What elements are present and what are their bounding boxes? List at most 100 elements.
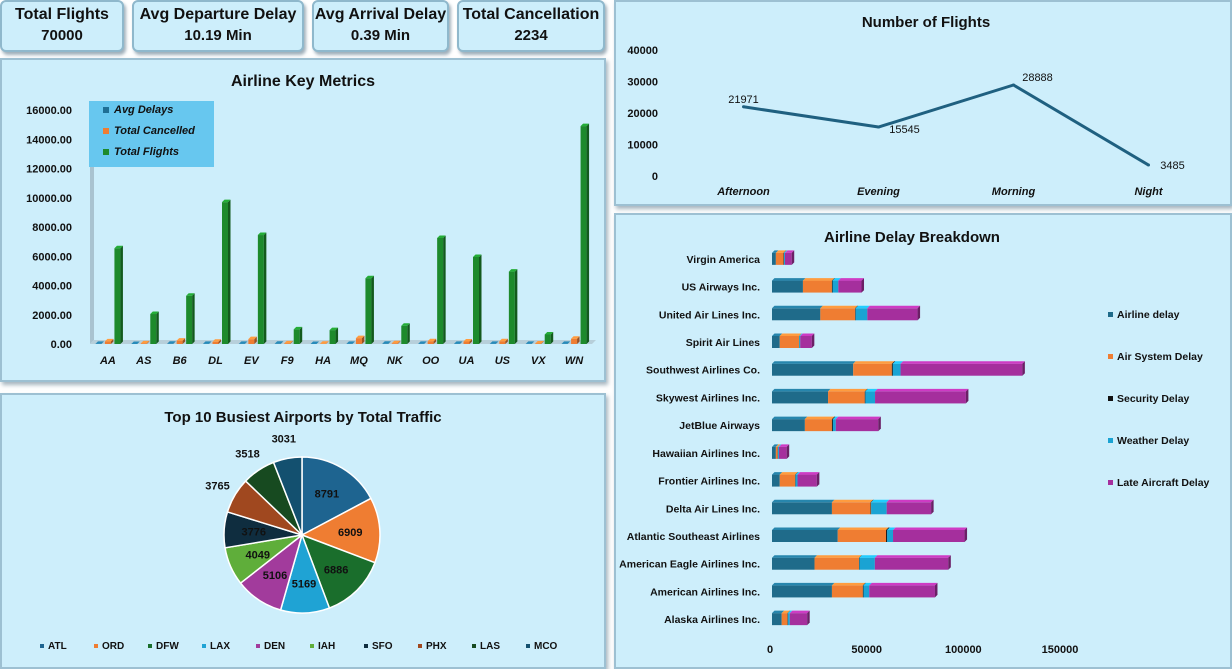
bar-top — [561, 341, 571, 344]
legend: Airline delay Air System Delay Security De… — [1108, 309, 1210, 489]
bar-top — [838, 278, 865, 281]
bar-top — [365, 275, 374, 279]
bar-total-flights — [222, 199, 231, 344]
bar-top — [859, 555, 878, 558]
bar-top — [454, 341, 463, 344]
bar-top — [391, 340, 401, 344]
bar-side — [469, 339, 472, 344]
bar-segment — [781, 613, 788, 626]
bar-side — [460, 341, 463, 344]
bar-side — [361, 335, 365, 344]
legend-swatch — [526, 644, 530, 648]
legend-swatch — [202, 644, 206, 648]
bar-top — [814, 555, 862, 558]
bar-late-aircraft-delay — [835, 416, 881, 432]
bar-segment — [870, 502, 872, 515]
bar-top — [293, 326, 303, 330]
bar-front — [293, 329, 300, 344]
legend-label: Security Delay — [1117, 393, 1190, 405]
bar-side — [326, 341, 329, 344]
bar-top — [862, 582, 866, 586]
flights-by-time-panel: Number of Flights 0 10000 20000 30000 40000 21… — [614, 0, 1232, 206]
bar-top — [886, 499, 934, 503]
x-tick-label: AA — [99, 355, 116, 367]
bar-segment — [831, 419, 833, 432]
bar-top — [778, 444, 790, 447]
bar-top — [900, 361, 1025, 364]
bar-top — [886, 527, 890, 530]
bar-top — [835, 416, 881, 420]
bar-segment — [802, 280, 832, 293]
bar-top — [887, 527, 896, 530]
y-tick-label: 12000.00 — [26, 164, 72, 176]
bar-top — [795, 472, 799, 475]
bar-top — [804, 416, 835, 420]
bar-avg-delays — [274, 341, 284, 344]
legend-label: Avg Delays — [113, 104, 173, 116]
bar-top — [772, 555, 818, 558]
bar-segment — [874, 557, 949, 570]
bar-top — [802, 278, 835, 281]
bar-segment — [797, 474, 817, 487]
bar-segment — [799, 336, 801, 348]
bar-segment — [772, 363, 854, 376]
bar-top — [329, 327, 339, 331]
bar-side — [811, 333, 815, 348]
legend-label: Total Cancelled — [114, 125, 195, 137]
bar-air-system-delay — [828, 388, 868, 404]
bar-segment — [800, 336, 812, 348]
x-tick-label: WN — [565, 355, 584, 367]
bar-top — [772, 333, 783, 336]
bar-side — [479, 254, 482, 344]
bar-side — [807, 610, 810, 626]
bar-segment — [778, 446, 787, 459]
bar-side — [495, 341, 499, 344]
bar-front — [329, 330, 336, 344]
x-tick-label: DL — [208, 355, 223, 367]
bar-side — [263, 232, 267, 344]
bar-weather-delay — [832, 416, 839, 432]
bar-top — [831, 278, 836, 281]
bar-side — [567, 341, 571, 344]
bar-air-system-delay — [779, 333, 802, 348]
bar-side — [192, 293, 195, 344]
y-tick-label: American Airlines Inc. — [650, 586, 760, 598]
y-tick-label: 20000 — [627, 108, 658, 120]
data-point — [877, 125, 880, 129]
bar-side — [541, 341, 544, 344]
legend-swatch — [1108, 438, 1113, 443]
bar-total-flights — [186, 293, 195, 344]
bar-total-cancelled — [571, 336, 580, 344]
bar-side — [137, 341, 140, 344]
bar-top — [114, 245, 123, 249]
bar-segment — [831, 280, 833, 293]
bar-late-aircraft-delay — [875, 388, 969, 404]
bar-top — [499, 338, 508, 342]
bar-segment — [831, 502, 871, 515]
bar-avg-delays — [238, 341, 248, 344]
bar-top — [95, 341, 104, 344]
bar-security-delay — [859, 555, 862, 570]
bar-segment — [891, 363, 893, 376]
bar-side — [110, 338, 114, 344]
bar-side — [1022, 361, 1025, 376]
bar-avg-delays — [454, 341, 463, 344]
pie-slice — [301, 456, 372, 537]
bar-airline-delay — [772, 610, 785, 626]
bar-top — [248, 336, 257, 340]
bar-weather-delay — [795, 472, 801, 487]
slice-label: 6886 — [324, 564, 348, 576]
bar-segment — [831, 585, 863, 598]
bar-segment — [828, 391, 865, 404]
bar-front — [222, 202, 228, 344]
bar-top — [832, 416, 839, 420]
legend-swatch — [103, 128, 109, 134]
delay-breakdown-chart: Airline Delay Breakdown Virgin America US … — [619, 229, 1210, 656]
bar-side — [146, 340, 150, 344]
y-tick-label: 16000.00 — [26, 105, 72, 117]
bar-side — [407, 323, 410, 344]
bar-weather-delay — [832, 278, 841, 293]
bar-top — [571, 336, 580, 339]
key-metrics-chart: Airline Key Metrics 0.00 2000.00 4000.00 600… — [26, 73, 596, 367]
bar-side — [209, 341, 212, 344]
